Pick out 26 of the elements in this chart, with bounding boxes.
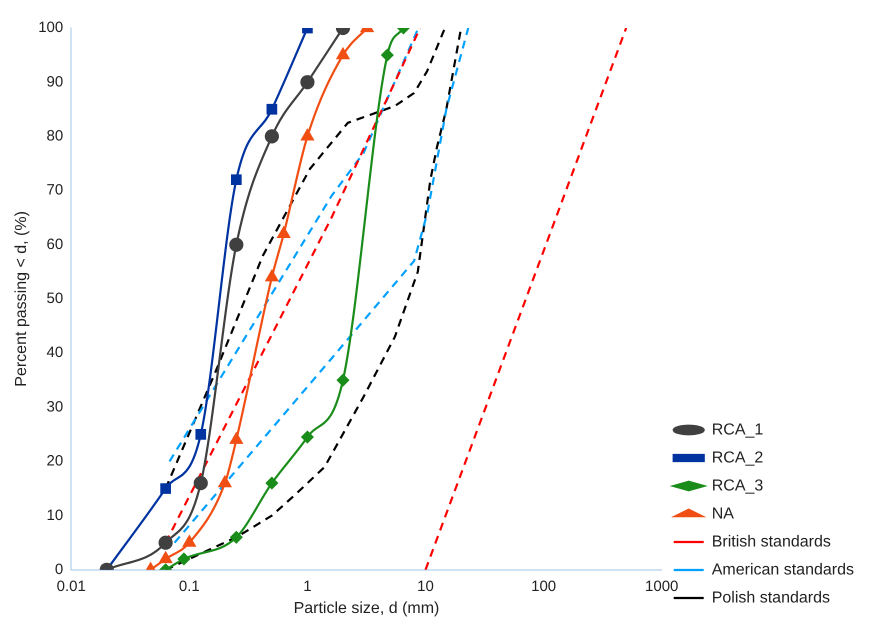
y-tick-label: 60 (46, 236, 64, 253)
y-axis-title: Percent passing < d, (%) (13, 211, 30, 387)
legend-label: American standards (712, 561, 854, 578)
y-tick-label: 50 (46, 290, 64, 308)
legend-label: RCA_2 (712, 449, 764, 466)
y-tick-label: 40 (46, 344, 64, 362)
y-tick-label: 10 (46, 506, 64, 524)
y-tick-label: 70 (46, 182, 64, 199)
x-tick-label: 10 (417, 578, 434, 595)
y-tick-label: 80 (46, 128, 64, 144)
x-tick-label: 1000 (645, 578, 678, 595)
y-tick-label: 30 (46, 398, 64, 416)
y-tick-label: 90 (46, 73, 64, 90)
legend-label: RCA_1 (712, 421, 764, 438)
legend-label: British standards (712, 533, 831, 550)
y-tick-label: 20 (46, 452, 64, 470)
x-tick-label: 1 (303, 578, 312, 595)
y-tick-label: 100 (38, 19, 64, 36)
y-tick-label: 0 (54, 560, 64, 578)
x-tick-label: 0.01 (56, 578, 86, 595)
x-axis-title: Particle size, d (mm) (294, 600, 440, 617)
x-tick-label: 0.1 (178, 578, 200, 595)
legend-label: Polish standards (712, 589, 830, 606)
x-tick-label: 100 (531, 578, 556, 595)
legend-label: RCA_3 (712, 477, 764, 494)
legend-label: NA (712, 505, 734, 522)
